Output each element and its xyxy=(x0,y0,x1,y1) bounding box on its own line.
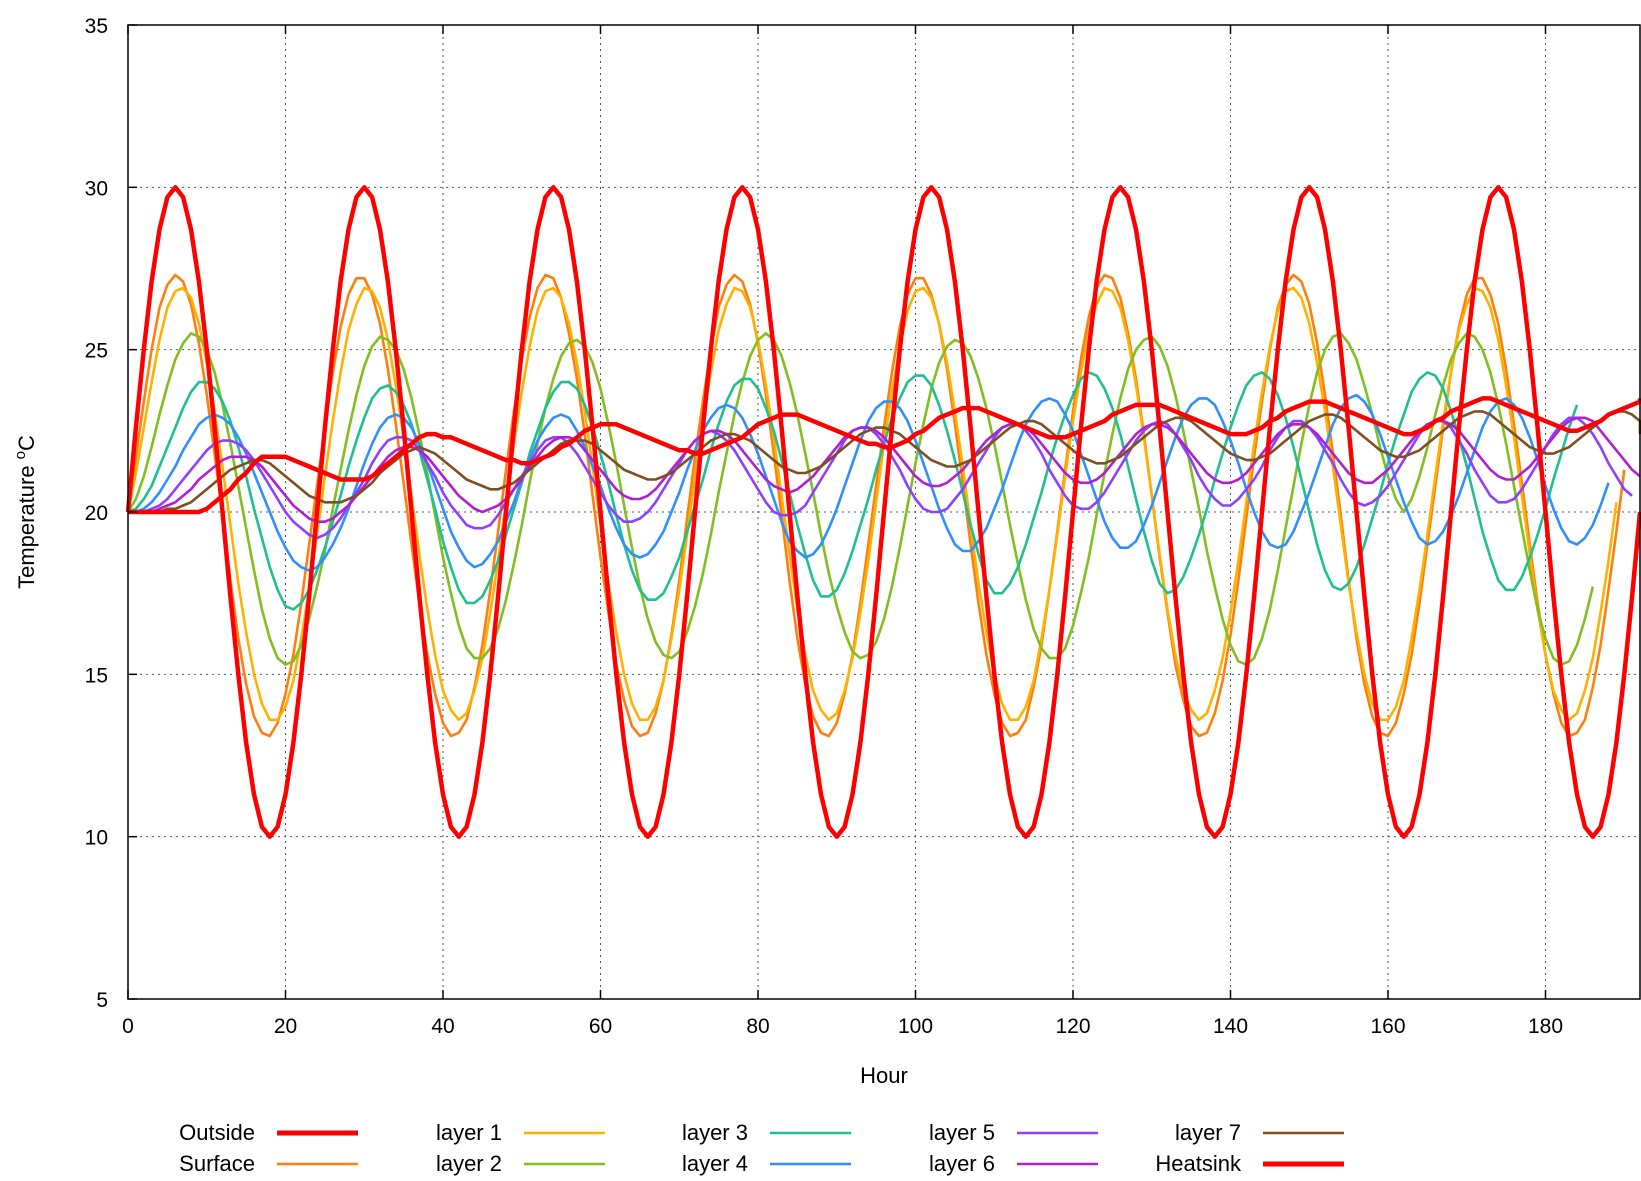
series-line-layer-6 xyxy=(128,416,1641,524)
legend-item: layer 2 xyxy=(436,1151,605,1176)
y-tick-label: 35 xyxy=(85,15,108,38)
legend-label: Outside xyxy=(179,1120,255,1145)
legend-label: layer 2 xyxy=(436,1151,502,1176)
y-tick-label: 15 xyxy=(85,664,108,687)
series-line-layer-1 xyxy=(126,286,1618,722)
axis-ticks: 0 20 40 60 80 100 120 140 160 180 5 10 15 20 25 30 35 xyxy=(85,15,1563,1038)
legend-item: Surface xyxy=(179,1151,358,1176)
legend-label: layer 5 xyxy=(929,1120,995,1145)
legend-label: layer 6 xyxy=(929,1151,995,1176)
legend-label: layer 1 xyxy=(436,1120,502,1145)
x-tick-label: 80 xyxy=(746,1015,769,1038)
y-axis-label-superscript: o xyxy=(12,451,29,459)
series-line-surface xyxy=(126,273,1626,738)
x-tick-label: 60 xyxy=(589,1015,612,1038)
legend-item: layer 6 xyxy=(929,1151,1098,1176)
y-tick-label: 10 xyxy=(85,827,108,850)
x-tick-label: 100 xyxy=(898,1015,933,1038)
x-tick-label: 160 xyxy=(1370,1015,1405,1038)
y-axis-label: Temperature oC xyxy=(12,435,39,589)
x-tick-label: 0 xyxy=(122,1015,134,1038)
series-line-heatsink xyxy=(128,396,1641,515)
series-line-layer-2 xyxy=(126,332,1595,666)
legend-item: layer 5 xyxy=(929,1120,1098,1145)
x-tick-label: 40 xyxy=(431,1015,454,1038)
legend-label: Surface xyxy=(179,1151,255,1176)
legend-item: layer 1 xyxy=(436,1120,605,1145)
y-axis-label-main: Temperature xyxy=(14,459,39,589)
y-tick-label: 20 xyxy=(85,502,108,525)
y-axis-label-unit: C xyxy=(14,435,39,451)
y-tick-label: 30 xyxy=(85,177,108,200)
y-tick-label: 5 xyxy=(96,989,108,1012)
legend-label: layer 7 xyxy=(1175,1120,1241,1145)
x-tick-label: 120 xyxy=(1055,1015,1090,1038)
legend: Outside Surface layer 1 layer 2 layer 3 layer… xyxy=(179,1120,1344,1176)
x-tick-label: 20 xyxy=(274,1015,297,1038)
legend-item: layer 3 xyxy=(682,1120,851,1145)
series-line-layer-4 xyxy=(128,393,1610,572)
legend-item: Heatsink xyxy=(1155,1151,1344,1176)
series-line-layer-3 xyxy=(127,371,1579,611)
series-line-outside xyxy=(125,185,1641,839)
legend-label: layer 3 xyxy=(682,1120,748,1145)
x-axis-label: Hour xyxy=(860,1063,908,1088)
legend-item: Outside xyxy=(179,1120,358,1145)
x-tick-label: 180 xyxy=(1528,1015,1563,1038)
plot-series xyxy=(125,185,1641,839)
legend-label: Heatsink xyxy=(1155,1151,1242,1176)
y-tick-label: 25 xyxy=(85,340,108,363)
x-tick-label: 140 xyxy=(1213,1015,1248,1038)
legend-item: layer 7 xyxy=(1175,1120,1344,1145)
legend-label: layer 4 xyxy=(682,1151,748,1176)
legend-item: layer 4 xyxy=(682,1151,851,1176)
series-line-layer-5 xyxy=(128,416,1633,540)
